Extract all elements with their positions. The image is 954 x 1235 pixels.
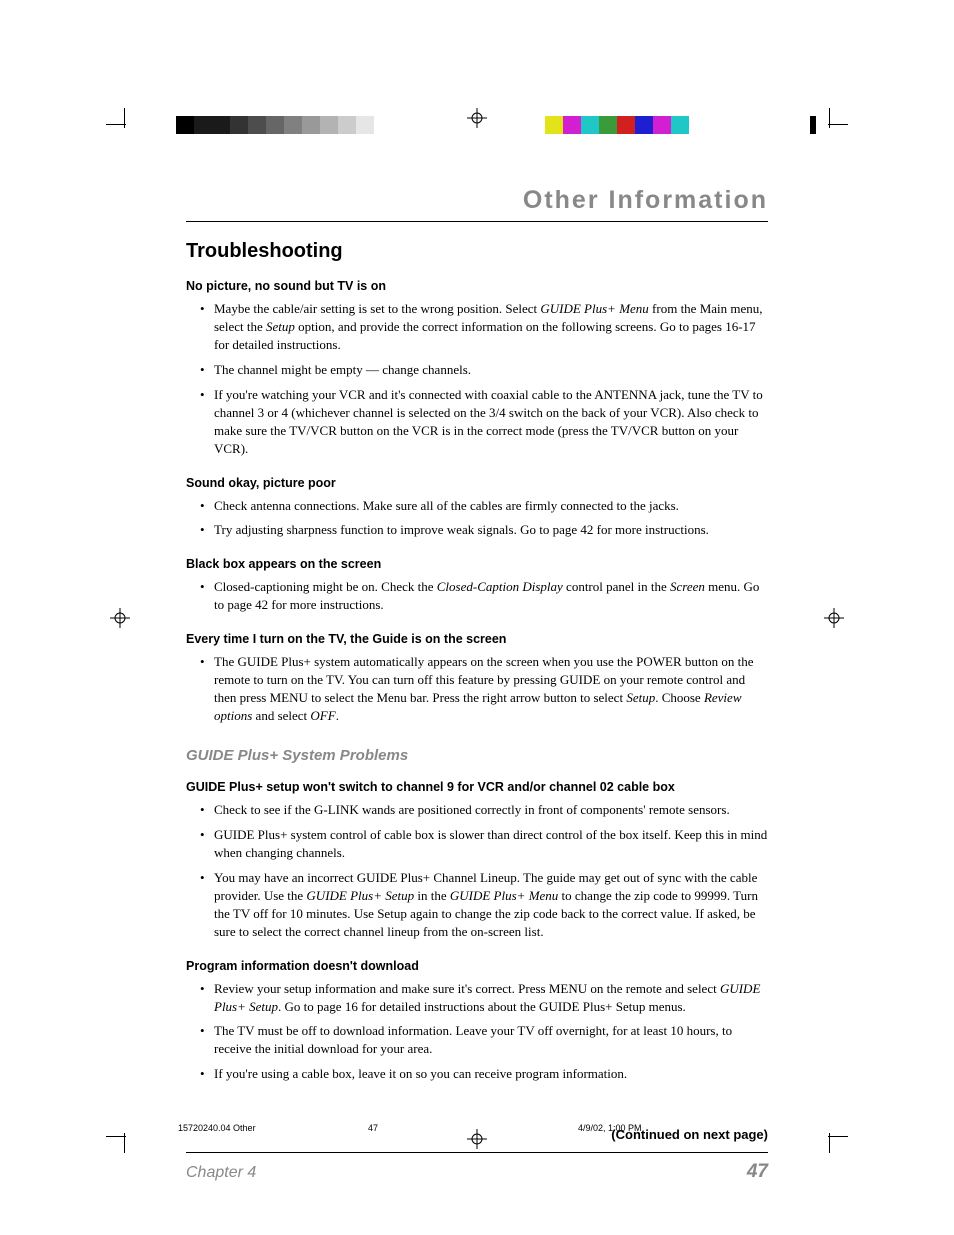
section: No picture, no sound but TV is on Maybe t… [186,279,768,458]
bullet-list: Maybe the cable/air setting is set to th… [186,300,768,458]
section: GUIDE Plus+ setup won't switch to channe… [186,780,768,941]
bullet-list: Review your setup information and make s… [186,980,768,1084]
black-bar-icon [810,116,816,134]
section: Program information doesn't download Revi… [186,959,768,1084]
bullet-list: The GUIDE Plus+ system automatically app… [186,653,768,725]
subsection-heading: GUIDE Plus+ System Problems [186,747,768,764]
grayscale-bar-icon [176,116,392,134]
list-item: Review your setup information and make s… [200,980,768,1016]
bullet-list: Check to see if the G-LINK wands are pos… [186,801,768,941]
list-item: Check to see if the G-LINK wands are pos… [200,801,768,819]
registration-mark-icon [467,108,487,128]
section-heading: Every time I turn on the TV, the Guide i… [186,632,768,646]
main-heading: Troubleshooting [186,240,768,263]
sections: No picture, no sound but TV is on Maybe t… [186,279,768,725]
list-item: If you're using a cable box, leave it on… [200,1065,768,1083]
section-heading: No picture, no sound but TV is on [186,279,768,293]
section: Every time I turn on the TV, the Guide i… [186,632,768,725]
header-title: Other Information [186,186,768,222]
list-item: Closed-captioning might be on. Check the… [200,578,768,614]
list-item: GUIDE Plus+ system control of cable box … [200,826,768,862]
content-area: Other Information Troubleshooting No pic… [186,186,768,1075]
section-heading: Black box appears on the screen [186,557,768,571]
registration-mark-icon [824,608,844,628]
page-footer: Chapter 4 47 [186,1152,768,1183]
bullet-list: Check antenna connections. Make sure all… [186,497,768,540]
list-item: If you're watching your VCR and it's con… [200,386,768,458]
list-item: Maybe the cable/air setting is set to th… [200,300,768,354]
list-item: Try adjusting sharpness function to impr… [200,521,768,539]
list-item: The GUIDE Plus+ system automatically app… [200,653,768,725]
section: Sound okay, picture poor Check antenna co… [186,476,768,540]
section-heading: Program information doesn't download [186,959,768,973]
list-item: The channel might be empty — change chan… [200,361,768,379]
print-marks-bottom [0,1119,954,1153]
section: Black box appears on the screen Closed-ca… [186,557,768,614]
list-item: The TV must be off to download informati… [200,1022,768,1058]
list-item: Check antenna connections. Make sure all… [200,497,768,515]
registration-mark-icon [110,608,130,628]
bullet-list: Closed-captioning might be on. Check the… [186,578,768,614]
section-heading: Sound okay, picture poor [186,476,768,490]
list-item: You may have an incorrect GUIDE Plus+ Ch… [200,869,768,941]
page: Other Information Troubleshooting No pic… [0,0,954,1235]
page-number: 47 [747,1161,768,1183]
subsections: GUIDE Plus+ setup won't switch to channe… [186,780,768,1083]
section-heading: GUIDE Plus+ setup won't switch to channe… [186,780,768,794]
color-bar-icon [545,116,689,134]
chapter-label: Chapter 4 [186,1164,256,1182]
